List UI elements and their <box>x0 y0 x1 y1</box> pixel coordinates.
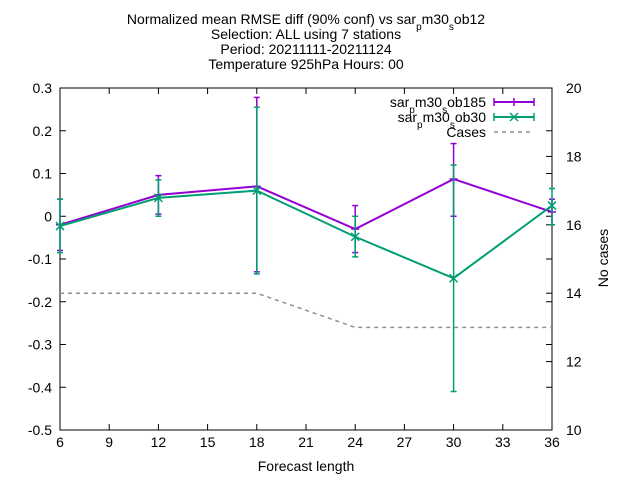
x-tick-label: 24 <box>347 434 363 450</box>
legend-item: sarpm30sob30 <box>398 109 535 131</box>
legend-item: sarpm30sob185 <box>390 94 535 116</box>
chart-title: Normalized mean RMSE diff (90% conf) vs … <box>127 11 485 72</box>
y2-axis-ticks: 20 18 16 14 12 10 <box>546 80 582 438</box>
title-line: Temperature 925hPa Hours: 00 <box>208 56 404 72</box>
x-tick-label: 33 <box>495 434 511 450</box>
x-axis-label: Forecast length <box>258 458 355 474</box>
data-point <box>55 221 65 231</box>
x-tick-label: 30 <box>446 434 462 450</box>
x-tick-label: 6 <box>56 434 64 450</box>
y-tick-label: -0.2 <box>28 294 52 310</box>
y2-axis-label: No cases <box>595 229 611 287</box>
y-tick-label: 0.2 <box>33 123 53 139</box>
y2-tick-label: 18 <box>566 148 582 164</box>
legend-label: sarpm30sob30 <box>398 109 487 131</box>
title-line: Normalized mean RMSE diff (90% conf) vs … <box>127 11 485 33</box>
x-tick-label: 36 <box>544 434 560 450</box>
y2-tick-label: 10 <box>566 422 582 438</box>
y-tick-label: 0.3 <box>33 80 53 96</box>
data-point <box>153 193 163 203</box>
legend-marker <box>510 98 518 106</box>
title-line: Period: 20211111-20211124 <box>220 41 391 57</box>
x-tick-label: 12 <box>151 434 167 450</box>
series-line <box>59 177 553 231</box>
x-axis-ticks: 6 9 12 15 18 21 24 27 30 33 36 <box>56 88 560 450</box>
y-tick-label: -0.3 <box>28 337 52 353</box>
y-tick-label: 0.1 <box>33 166 53 182</box>
data-point <box>449 273 459 283</box>
data-point <box>350 232 360 242</box>
x-tick-label: 9 <box>105 434 113 450</box>
legend-label: sarpm30sob185 <box>390 94 486 116</box>
series-layer <box>55 96 557 393</box>
series-line <box>59 189 553 280</box>
y-tick-label: 0 <box>44 208 52 224</box>
title-line: Selection: ALL using 7 stations <box>211 26 401 42</box>
y2-tick-label: 16 <box>566 217 582 233</box>
series-line <box>60 292 552 329</box>
series-sar_pm30_sob30 <box>55 106 557 393</box>
x-tick-label: 15 <box>200 434 216 450</box>
data-point <box>547 201 557 211</box>
legend-marker <box>509 112 519 122</box>
legend-item: Cases <box>446 124 534 140</box>
x-tick-label: 27 <box>397 434 413 450</box>
error-bar <box>549 187 555 226</box>
y2-tick-label: 20 <box>566 80 582 96</box>
y-axis-ticks: 0.3 0.2 0.1 0 -0.1 -0.2 -0.3 -0.4 -0.5 <box>28 80 552 438</box>
y-tick-label: -0.1 <box>28 251 52 267</box>
series-Cases <box>60 292 552 329</box>
y2-tick-label: 12 <box>566 354 582 370</box>
y-tick-label: -0.5 <box>28 422 52 438</box>
x-tick-label: 21 <box>298 434 314 450</box>
x-tick-label: 18 <box>249 434 265 450</box>
y-tick-label: -0.4 <box>28 379 52 395</box>
legend-label: Cases <box>446 124 486 140</box>
data-point <box>252 186 262 196</box>
y2-tick-label: 14 <box>566 285 582 301</box>
